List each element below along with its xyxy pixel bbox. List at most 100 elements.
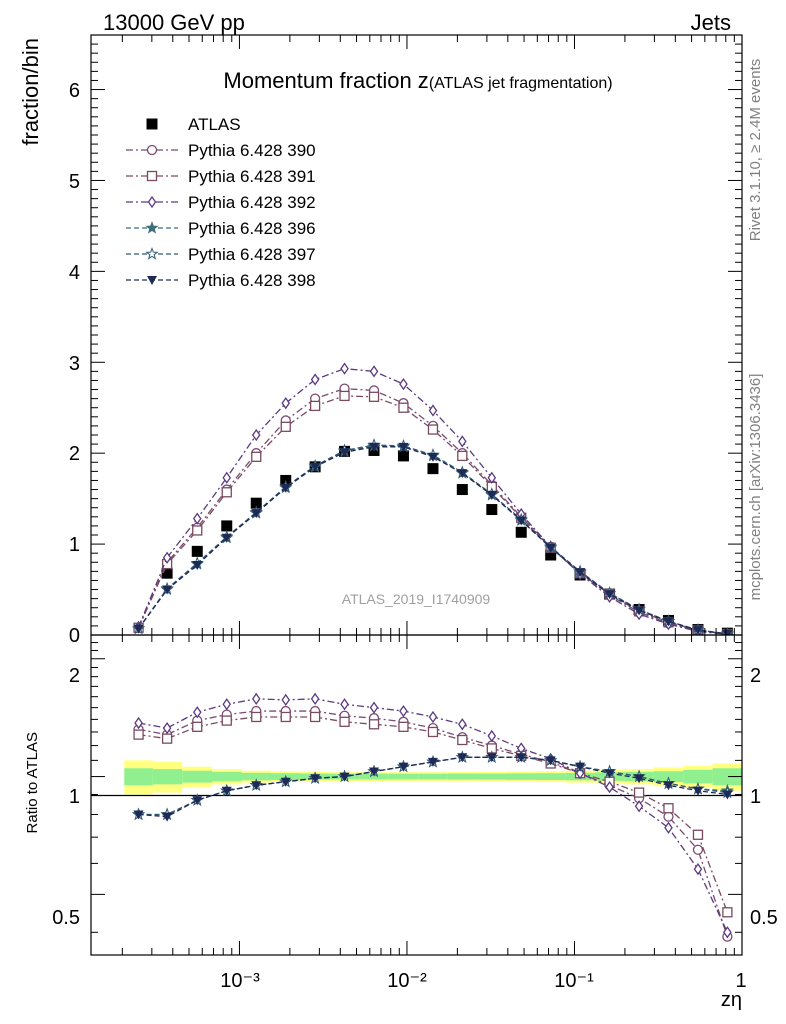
- ratio-point-6-15: [575, 762, 586, 772]
- series-line-5: [138, 444, 728, 635]
- data-point-6-13: [516, 516, 527, 526]
- ratio-series-3: [134, 692, 732, 939]
- legend-label-0: ATLAS: [188, 115, 241, 134]
- ratio-point-2-1: [161, 733, 173, 744]
- ratio-series-1: [133, 705, 733, 942]
- ratio-point-2-8: [368, 719, 380, 730]
- header-right-label: Jets: [691, 10, 731, 35]
- chart-title-main: Momentum fraction z: [223, 68, 428, 93]
- data-point-0-1: [161, 567, 173, 579]
- legend-label-1: Pythia 6.428 390: [188, 141, 316, 160]
- ratio-point-6-20: [722, 790, 733, 800]
- y-tick-label-2: 2: [69, 443, 80, 465]
- ratio-point-3-9: [399, 704, 408, 718]
- legend-item-0: ATLAS: [146, 115, 241, 134]
- chart-title: Momentum fraction z(ATLAS jet fragmentat…: [223, 68, 612, 93]
- data-point-3-8: [369, 365, 379, 378]
- ratio-band-inner-11: [447, 773, 478, 780]
- ratio-point-1-18: [663, 811, 674, 822]
- ratio-point-2-20: [722, 907, 733, 918]
- ratio-point-1-19: [692, 844, 704, 855]
- ratio-band-inner-0: [124, 768, 153, 786]
- legend: ATLAS Pythia 6.428 390 Pythia 6.428 391 Pyt…: [126, 115, 316, 290]
- x-tick-label-0.01: 10⁻²: [387, 970, 427, 992]
- ratio-series-line-1: [138, 710, 728, 937]
- data-point-0-3: [221, 520, 233, 532]
- data-point-3-2: [192, 512, 202, 525]
- data-point-0-12: [486, 504, 498, 516]
- x-tick-label-0.1: 10⁻¹: [554, 970, 594, 992]
- ratio-band-inner-12: [477, 773, 507, 780]
- data-point-0-4: [250, 497, 262, 509]
- data-point-3-3: [222, 471, 232, 484]
- ratio-point-2-4: [251, 711, 262, 723]
- ratio-plot-frame: [90, 634, 743, 956]
- ratio-point-2-6: [309, 711, 321, 723]
- ratio-point-6-12: [486, 753, 497, 763]
- data-point-0-14: [545, 549, 557, 561]
- ratio-band-inner-9: [388, 773, 419, 780]
- y-axis-label: fraction/bin: [18, 38, 43, 146]
- ratio-point-6-10: [427, 757, 438, 767]
- data-point-3-12: [487, 471, 497, 484]
- data-point-3-6: [310, 373, 320, 386]
- data-point-6-11: [457, 469, 468, 479]
- ratio-point-3-20: [723, 926, 732, 939]
- header-left-label: 13000 GeV pp: [103, 10, 245, 35]
- legend-marker-6: [147, 276, 157, 285]
- ratio-point-2-2: [192, 721, 203, 732]
- data-point-6-7: [339, 448, 350, 458]
- ratio-point-3-12: [487, 729, 497, 743]
- main-y-tick-labels: 0 1 2 3 4 5 6: [69, 80, 80, 647]
- ratio-point-6-6: [310, 774, 321, 784]
- data-point-3-1: [162, 551, 172, 564]
- legend-marker-2: [146, 170, 158, 182]
- ratio-y-tick-label-right-0.5: 0.5: [750, 907, 778, 929]
- ratio-point-2-19: [692, 829, 704, 840]
- data-point-0-11: [456, 484, 468, 496]
- legend-marker-3: [147, 195, 157, 209]
- ratio-point-3-18: [664, 821, 673, 834]
- ratio-point-6-0: [133, 810, 144, 820]
- ratio-point-3-4: [251, 692, 261, 705]
- ratio-point-3-16: [605, 780, 614, 794]
- ratio-band-inner-14: [535, 773, 566, 780]
- data-point-2-10: [427, 424, 439, 435]
- x-tick-label-1: 1: [735, 970, 746, 992]
- ratio-point-6-19: [692, 786, 703, 796]
- ratio-point-2-18: [663, 803, 674, 814]
- ratio-band-inner-3: [211, 771, 242, 782]
- legend-marker-4: [145, 221, 159, 234]
- ratio-y-axis-label: Ratio to ATLAS: [24, 732, 41, 833]
- legend-item-6: Pythia 6.428 398: [126, 271, 316, 290]
- legend-marker-1: [146, 144, 158, 156]
- ratio-point-6-18: [663, 781, 674, 791]
- x-tick-label-0.001: 10⁻³: [220, 970, 260, 992]
- data-point-6-20: [722, 629, 733, 635]
- legend-item-2: Pythia 6.428 391: [126, 167, 316, 186]
- ratio-band-inner-13: [506, 773, 536, 780]
- data-point-3-4: [251, 428, 261, 442]
- ratio-y-tick-labels: 0.5 1 2 0.5 1 2: [52, 665, 778, 929]
- ratio-point-6-8: [369, 767, 380, 777]
- ratio-point-6-14: [545, 756, 556, 766]
- ratio-band-inner-1: [152, 769, 183, 785]
- legend-item-1: Pythia 6.428 390: [126, 141, 316, 160]
- ratio-point-3-7: [340, 698, 349, 711]
- data-point-6-19: [692, 626, 703, 635]
- data-point-2-7: [339, 390, 350, 402]
- ratio-point-3-11: [458, 718, 467, 731]
- legend-item-4: Pythia 6.428 396: [126, 219, 316, 238]
- y-tick-label-0: 0: [69, 625, 80, 647]
- ratio-point-3-10: [428, 710, 438, 724]
- x-tick-labels: 10⁻³ 10⁻² 10⁻¹ 1: [220, 970, 746, 992]
- y-tick-label-4: 4: [69, 262, 80, 284]
- data-point-6-3: [221, 533, 232, 543]
- legend-marker-0: [146, 118, 158, 130]
- ratio-point-2-7: [339, 716, 350, 727]
- ratio-series-6: [133, 753, 733, 822]
- ratio-point-2-3: [221, 715, 232, 726]
- ratio-y-tick-label-1: 1: [69, 786, 80, 808]
- ratio-band-inner-20: [712, 768, 742, 786]
